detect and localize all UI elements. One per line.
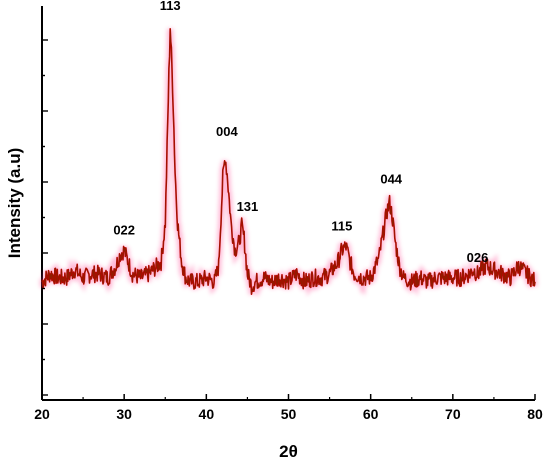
series-layer bbox=[41, 28, 536, 295]
x-tick-label: 40 bbox=[199, 406, 215, 422]
x-tick-label: 20 bbox=[34, 406, 50, 422]
annotations-layer: 022 113 004 131 115 044 026 bbox=[113, 0, 488, 265]
peak-label: 026 bbox=[467, 250, 489, 265]
peak-label: 131 bbox=[237, 199, 259, 214]
peak-label: 022 bbox=[113, 223, 135, 238]
series-line bbox=[41, 28, 536, 295]
series-glow-line bbox=[39, 28, 538, 299]
ticks-layer: 20 30 40 50 60 70 80 bbox=[34, 39, 543, 422]
x-axis-title: 2θ bbox=[279, 442, 298, 461]
x-tick-label: 50 bbox=[281, 406, 297, 422]
y-axis-title: Intensity (a.u) bbox=[5, 148, 24, 259]
x-tick-label: 70 bbox=[445, 406, 461, 422]
peak-label: 115 bbox=[331, 219, 352, 234]
x-tick-label: 60 bbox=[363, 406, 379, 422]
peak-label: 113 bbox=[160, 0, 181, 13]
x-tick-label: 30 bbox=[116, 406, 132, 422]
peak-label: 044 bbox=[380, 171, 402, 186]
peak-label: 004 bbox=[216, 124, 238, 139]
series-line-shade bbox=[41, 28, 536, 295]
plot-frame bbox=[41, 6, 535, 401]
series-glow-layer bbox=[39, 28, 538, 299]
x-tick-label: 80 bbox=[527, 406, 543, 422]
